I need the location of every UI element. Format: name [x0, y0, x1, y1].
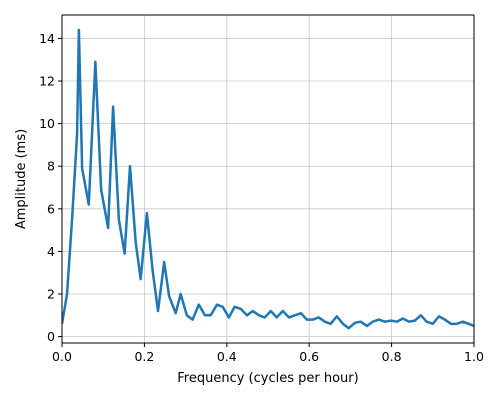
x-tick-label: 1.0	[464, 349, 484, 364]
x-tick-label: 0.6	[299, 349, 319, 364]
tick-layer: 0.0 0.2 0.4 0.6 0.8 1.0 0 2 4 6 8 10 12 14	[39, 31, 484, 364]
x-axis-label: Frequency (cycles per hour)	[177, 371, 358, 386]
y-tick-label: 12	[39, 74, 55, 89]
y-axis-label: Amplitude (ms)	[14, 129, 29, 229]
y-tick-label: 8	[47, 159, 55, 174]
y-tick-label: 2	[47, 287, 55, 302]
series-layer	[62, 28, 474, 330]
y-tick-label: 14	[39, 31, 55, 46]
x-tick-label: 0.4	[217, 349, 237, 364]
y-tick-label: 4	[47, 244, 55, 259]
plot-frame	[61, 14, 475, 344]
y-tick-label: 10	[39, 116, 55, 131]
y-tick-label: 6	[47, 201, 55, 216]
y-tick-label: 0	[47, 329, 55, 344]
grid-layer	[61, 15, 475, 343]
series-line	[62, 28, 474, 330]
x-tick-label: 0.8	[382, 349, 402, 364]
x-tick-label: 0.0	[52, 349, 72, 364]
x-tick-label: 0.2	[134, 349, 154, 364]
